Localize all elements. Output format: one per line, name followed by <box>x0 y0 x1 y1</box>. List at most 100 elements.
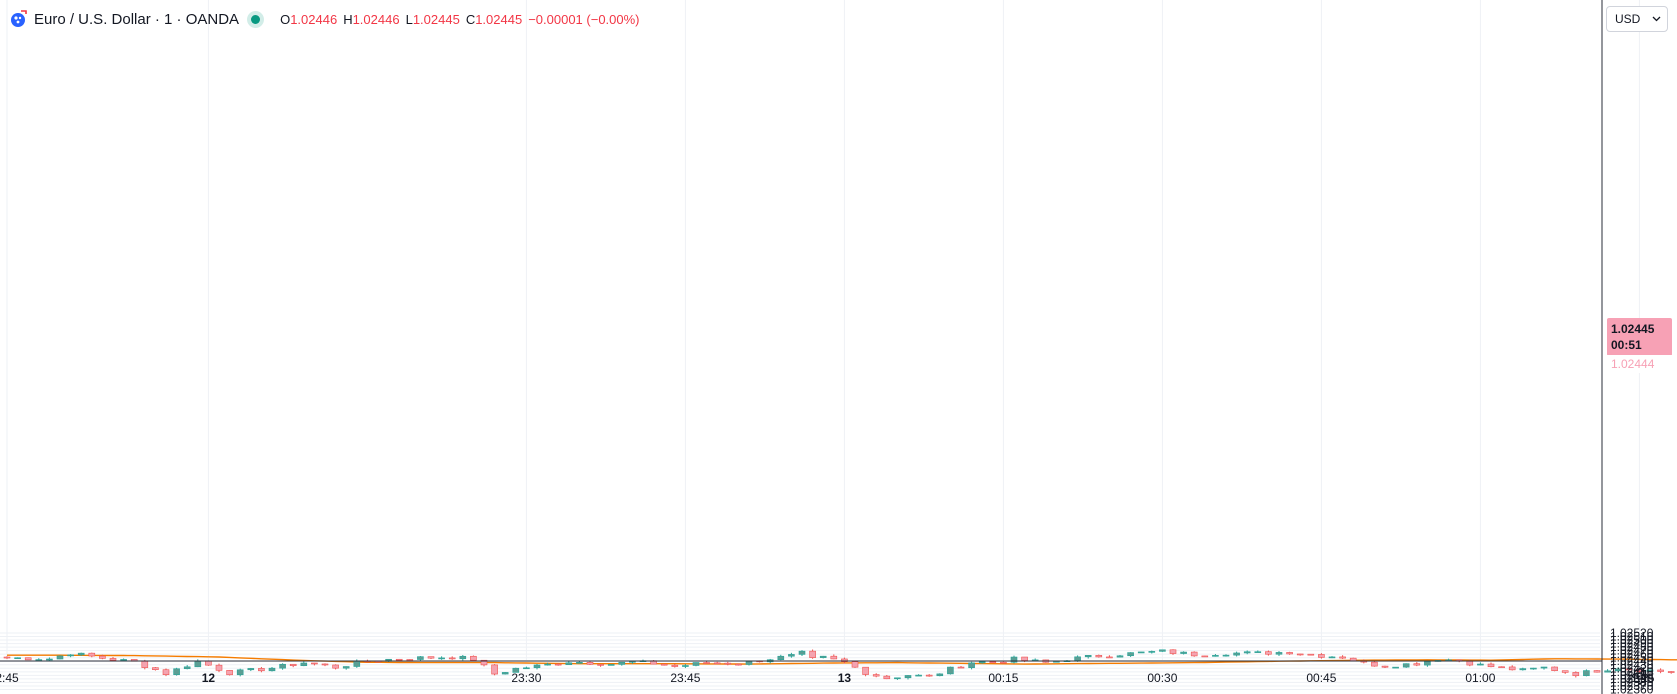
moving-average-line <box>7 654 1677 665</box>
candle-up <box>798 650 806 656</box>
candle-down <box>1265 650 1272 656</box>
symbol-title[interactable]: Euro / U.S. Dollar · 1 · OANDA <box>34 10 240 28</box>
market-open-dot <box>251 14 261 24</box>
candle-up <box>819 655 827 659</box>
low-value: 1.02445 <box>412 11 460 27</box>
candle-down <box>427 656 435 660</box>
candle-down <box>215 663 223 673</box>
candle-up <box>1402 663 1410 668</box>
candle-down <box>1487 662 1495 668</box>
candle-up <box>523 666 530 670</box>
y-tick-label: 1.02480 <box>1610 640 1654 654</box>
candle-down <box>311 662 318 666</box>
candle-up <box>915 674 922 677</box>
y-tick-label: 1.02500 <box>1610 633 1654 647</box>
y-tick-label: 1.02360 <box>1610 682 1654 694</box>
candle-up <box>936 673 944 677</box>
candle-up <box>512 667 520 673</box>
candle-down <box>1593 670 1601 673</box>
candle-up <box>1010 655 1018 664</box>
candle-down <box>1657 668 1664 674</box>
candle-down <box>1307 653 1315 656</box>
y-tick-label: 1.02370 <box>1610 679 1654 693</box>
candle-up <box>194 659 202 668</box>
candle-down <box>660 663 668 666</box>
candle-up <box>120 658 127 661</box>
candle-up <box>183 665 191 670</box>
candle-up <box>565 661 573 666</box>
candle-up <box>1583 669 1590 677</box>
candle-down <box>152 667 159 671</box>
candle-up <box>67 654 74 658</box>
y-tick-label: 1.02430 <box>1610 658 1654 672</box>
candle-up <box>1084 655 1092 659</box>
candle-down <box>448 656 456 660</box>
candle-down <box>99 654 106 660</box>
x-tick-label: 00:30 <box>1147 671 1177 685</box>
candle-up <box>1222 654 1230 657</box>
candle-up <box>1275 651 1283 656</box>
candle-up <box>1614 667 1622 673</box>
candle-up <box>978 661 986 664</box>
candle-up <box>77 652 85 656</box>
candle-up <box>342 666 350 670</box>
candle-down <box>724 661 732 666</box>
candle-up <box>1243 650 1251 655</box>
candle-up <box>438 656 445 660</box>
candle-up <box>173 667 180 676</box>
candle-up <box>682 664 689 669</box>
candle-down <box>1296 653 1304 656</box>
y-tick-label: 1.02450 <box>1610 651 1654 665</box>
candle-up <box>1477 662 1484 666</box>
candle-down <box>671 663 679 668</box>
currency-selector[interactable]: USD <box>1606 6 1668 32</box>
candle-down <box>830 654 838 660</box>
candle-down <box>1339 655 1346 659</box>
candle-up <box>1328 656 1336 659</box>
candle-down <box>809 649 816 659</box>
candle-up <box>1530 667 1537 670</box>
ma-path <box>7 654 1677 665</box>
symbol-legend: Euro / U.S. Dollar · 1 · OANDA O 1.02446 … <box>8 8 640 30</box>
candle-down <box>1413 662 1421 667</box>
candle-up <box>1540 666 1548 670</box>
y-tick-label: 1.02420 <box>1610 661 1654 675</box>
candle-up <box>533 663 541 670</box>
x-tick-label: 01:00 <box>1465 671 1495 685</box>
x-tick-label: 12 <box>202 671 216 685</box>
y-tick-label: 1.02380 <box>1610 675 1654 689</box>
candle-down <box>957 665 965 669</box>
candle-up <box>1137 651 1145 654</box>
candle-up <box>1127 652 1134 657</box>
y-tick-label: 1.02520 <box>1610 626 1654 640</box>
x-tick-label: 23:30 <box>511 671 541 685</box>
candle-down <box>925 674 933 677</box>
candle-down <box>1190 651 1198 657</box>
candle-down <box>597 664 604 667</box>
candle-down <box>24 657 32 661</box>
change-value: −0.00001 (−0.00%) <box>528 11 640 27</box>
candle-up <box>1148 650 1156 654</box>
candle-down <box>1551 666 1558 672</box>
candle-down <box>1508 665 1516 671</box>
open-label: O <box>280 11 291 27</box>
y-tick-label: 1.02470 <box>1610 644 1654 658</box>
x-tick-label: 13 <box>838 671 852 685</box>
candle-up <box>236 668 244 677</box>
low-label: L <box>405 11 413 27</box>
candle-up <box>968 661 975 670</box>
candle-up <box>904 675 912 680</box>
candle-down <box>1371 660 1378 667</box>
candle-up <box>777 654 785 661</box>
x-tick-label: 00:15 <box>988 671 1018 685</box>
candle-down <box>1095 654 1103 658</box>
candle-down <box>1286 651 1293 655</box>
candle-up <box>607 664 615 666</box>
gear-icon[interactable] <box>1630 666 1650 686</box>
candle-down <box>226 669 233 676</box>
candle-up <box>1254 650 1262 653</box>
y-tick-label: 1.02510 <box>1610 630 1654 644</box>
candle-up <box>1392 666 1399 669</box>
bar-countdown: 00:51 <box>1611 338 1642 352</box>
